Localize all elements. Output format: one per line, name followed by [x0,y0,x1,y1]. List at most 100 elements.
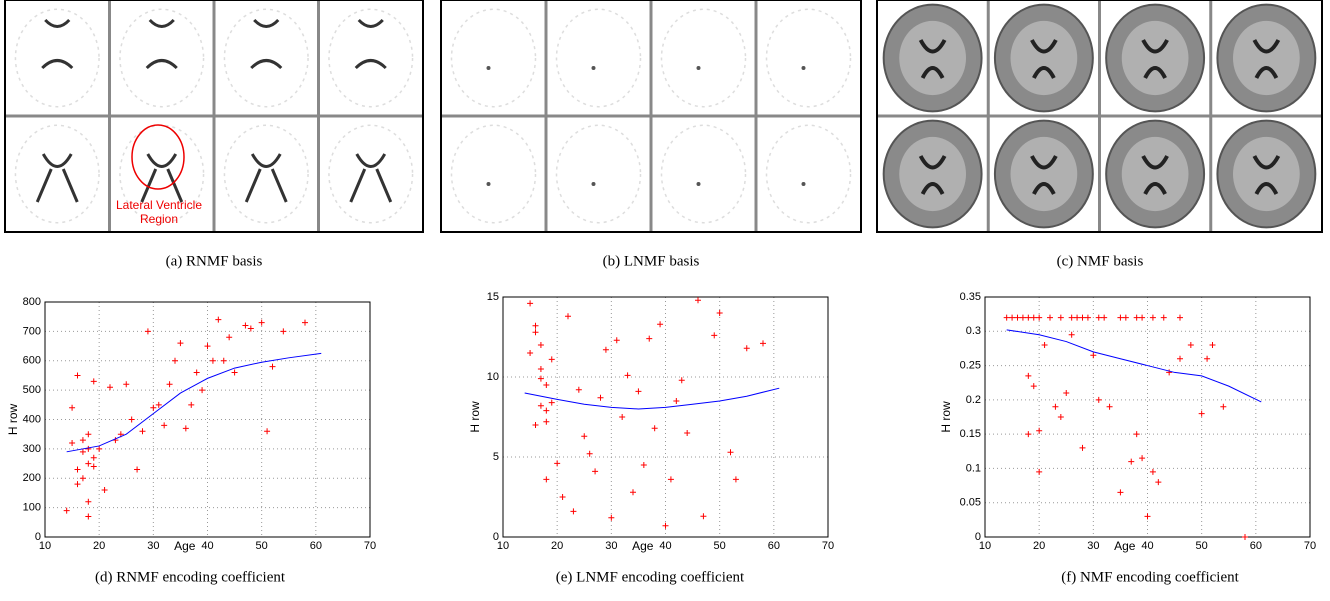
data-point [684,430,691,436]
data-point [96,445,103,452]
data-point [90,378,97,385]
brain-spot [696,182,701,186]
data-point [543,476,550,483]
brain-image [765,124,852,224]
x-tick-label: 10 [979,540,991,552]
data-point [1187,342,1194,348]
data-point [79,475,86,482]
data-point [532,329,539,336]
data-point [264,428,271,435]
caption: (e) LNMF encoding coefficient [556,569,745,585]
data-point [543,418,550,425]
data-point [1057,314,1064,321]
brain-ventricle [918,39,947,79]
data-point [155,401,162,408]
x-tick-label: 60 [1250,540,1262,552]
data-point [215,316,222,323]
data-point [231,369,238,376]
y-tick-label: 300 [23,443,41,455]
y-tick-label: 10 [487,371,499,383]
data-point [1149,468,1156,475]
fit-curve [66,352,322,453]
y-tick-label: 0.2 [966,394,981,406]
plot-frame [984,296,1311,538]
brain-ventricle [1030,39,1058,79]
data-point [1166,369,1173,376]
brain-spot [591,66,596,70]
data-point [193,369,200,376]
data-point [209,357,216,364]
data-point [269,363,276,370]
data-point [1084,314,1091,321]
data-point [537,366,544,372]
annotation-circle [131,124,185,190]
data-point [161,422,168,429]
data-point [1242,534,1248,540]
data-point [608,514,615,521]
data-point [1036,314,1043,321]
data-point [651,425,658,432]
x-tick-label: 60 [310,540,322,552]
data-point [1047,314,1053,321]
data-point [79,437,86,444]
brain-image [14,8,100,108]
data-point [1068,331,1075,338]
brain-ventricle [1030,155,1058,195]
y-axis-label: H row [939,401,953,433]
brain-image [450,8,537,108]
y-tick-label: 5 [493,451,499,463]
data-point [613,337,620,344]
data-point [1036,468,1043,475]
data-point [716,310,723,316]
data-point [559,494,566,500]
data-point [128,416,135,423]
brain-image [555,124,642,224]
brain-detail [899,136,966,212]
data-point [139,428,146,435]
plot-frame [502,296,829,538]
data-point [667,476,674,483]
data-point [743,345,750,352]
x-tick-label: 20 [551,540,563,552]
y-tick-label: 700 [23,325,41,337]
data-point [85,513,92,520]
data-point [537,375,544,382]
data-point [1057,414,1064,420]
brain-detail [1233,20,1300,96]
brain-detail [1010,20,1078,96]
data-point [166,381,173,388]
data-point [1030,314,1037,321]
brain-image [660,8,747,108]
y-axis-label: H row [468,401,482,433]
x-tick-label: 40 [201,540,213,552]
data-point [760,340,766,347]
data-point [302,319,308,326]
caption: (a) RNMF basis [166,253,263,269]
brain-image [328,124,414,224]
data-point [543,382,550,388]
data-point [532,322,539,329]
x-tick-label: 30 [605,540,617,552]
data-point [1079,314,1086,321]
data-point [182,425,189,432]
x-tick-label: 30 [1087,540,1099,552]
data-point [1068,314,1075,321]
data-point [635,388,642,395]
data-point [597,394,604,401]
data-point [220,357,227,364]
x-tick-label: 50 [1196,540,1208,552]
caption: (f) NMF encoding coefficient [1061,569,1239,585]
data-point [630,489,636,496]
brain-spot [591,182,596,186]
x-tick-label: 50 [714,540,726,552]
data-point [199,387,206,394]
data-point [1074,314,1081,321]
y-tick-label: 0.3 [966,325,981,337]
data-point [1209,342,1216,348]
data-point [1122,314,1129,321]
data-point [90,463,97,470]
data-point [90,454,97,461]
data-point [727,449,734,456]
panel-border [440,0,862,233]
data-point [204,343,211,350]
